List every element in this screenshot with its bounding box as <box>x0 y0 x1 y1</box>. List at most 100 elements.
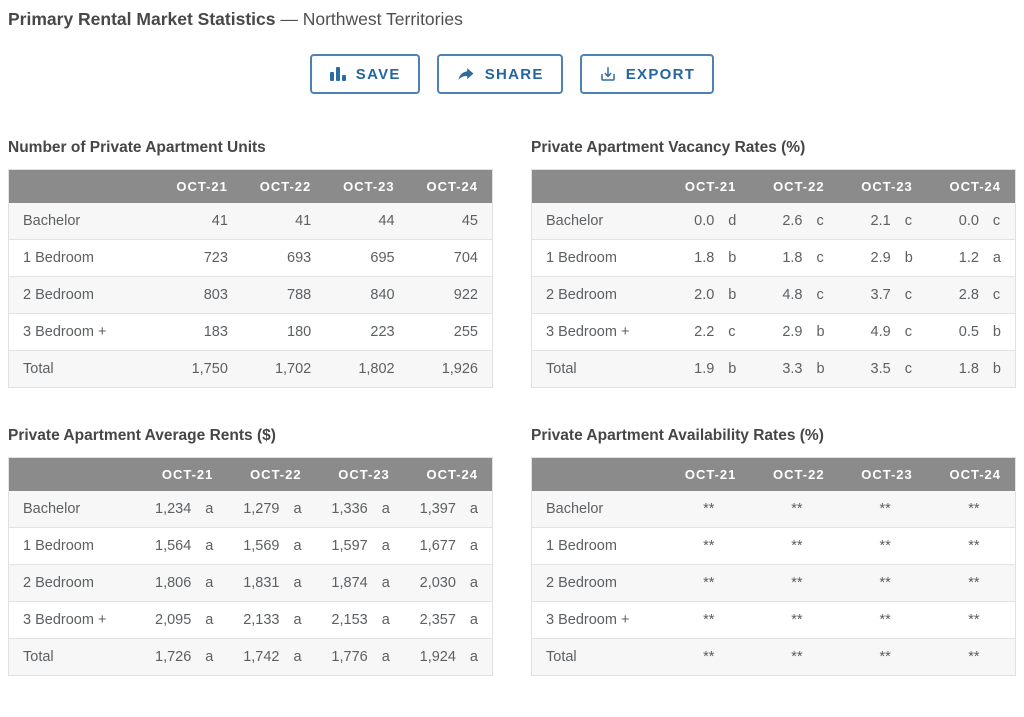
cell-value: 2,133 <box>243 612 280 628</box>
table-row: 2 Bedroom 803 788 840 922 <box>8 276 493 314</box>
table-row: 1 Bedroom 1.8 b 1.8 c 2.9 b 1.2 a <box>531 239 1016 277</box>
availability-table-section: Private Apartment Availability Rates (%)… <box>531 428 1016 676</box>
cell-value: 1.8 <box>958 361 979 377</box>
row-label: Bachelor <box>23 213 81 229</box>
cell-reliability-letter <box>905 528 927 565</box>
row-label: 2 Bedroom <box>546 287 617 303</box>
cell-value: 1.8 <box>782 250 803 266</box>
cell-value: ** <box>791 538 803 554</box>
rents-table-section: Private Apartment Average Rents ($) OCT-… <box>8 428 493 676</box>
cell-value: ** <box>968 501 980 517</box>
cell-value: 1,924 <box>419 649 456 665</box>
row-label: 1 Bedroom <box>23 250 94 266</box>
cell-reliability-letter: a <box>205 575 214 591</box>
cell-reliability-letter: d <box>728 213 737 229</box>
table-row: 1 Bedroom 723 693 695 704 <box>8 239 493 277</box>
save-button[interactable]: SAVE <box>309 54 420 94</box>
table-row: Total 1,726 a 1,742 a 1,776 a 1,924 a <box>8 638 493 676</box>
cell-reliability-letter <box>994 528 1016 565</box>
cell-value: 1,742 <box>243 649 280 665</box>
cell-value: 1,336 <box>331 501 368 517</box>
cell-reliability-letter <box>728 528 750 565</box>
table-row: Bachelor ** ** ** ** <box>531 491 1016 528</box>
cell-reliability-letter: b <box>992 324 1001 340</box>
cell-reliability-letter <box>905 602 927 639</box>
cell-value: ** <box>968 538 980 554</box>
cell-reliability-letter: c <box>816 287 824 303</box>
cell-value: 180 <box>287 324 312 340</box>
cell-value: 2.2 <box>694 324 715 340</box>
cell-reliability-letter: c <box>992 287 1001 303</box>
table-row: Total ** ** ** ** <box>531 638 1016 676</box>
cell-value: 803 <box>203 287 228 303</box>
cell-reliability-letter: b <box>728 287 737 303</box>
cell-value: ** <box>879 501 891 517</box>
cell-value: 1,564 <box>155 538 192 554</box>
table-row: 3 Bedroom + ** ** ** ** <box>531 601 1016 639</box>
cell-value: 1,569 <box>243 538 280 554</box>
cell-reliability-letter: a <box>205 538 214 554</box>
cell-value: 2.9 <box>782 324 803 340</box>
rents-table-title: Private Apartment Average Rents ($) <box>8 427 276 444</box>
column-header: OCT-23 <box>838 169 927 203</box>
export-button[interactable]: EXPORT <box>579 54 715 94</box>
column-header-blank <box>8 169 159 203</box>
cell-reliability-letter: c <box>992 213 1001 229</box>
cell-reliability-letter <box>994 602 1016 639</box>
cell-value: ** <box>968 612 980 628</box>
cell-value: 1,279 <box>243 501 280 517</box>
column-header: OCT-23 <box>325 169 409 203</box>
cell-value: 1,926 <box>441 361 478 377</box>
cell-value: 1,750 <box>191 361 228 377</box>
cell-value: 44 <box>378 213 395 229</box>
cell-reliability-letter: a <box>293 538 302 554</box>
table-row: Total 1,750 1,702 1,802 1,926 <box>8 350 493 388</box>
cell-value: ** <box>879 538 891 554</box>
cell-value: 693 <box>287 250 312 266</box>
cell-reliability-letter: a <box>469 612 478 628</box>
table-row: Bachelor 1,234 a 1,279 a 1,336 a 1,397 a <box>8 491 493 528</box>
cell-value: 704 <box>453 250 478 266</box>
share-button[interactable]: SHARE <box>436 54 563 94</box>
cell-value: 3.7 <box>870 287 891 303</box>
cell-reliability-letter: a <box>381 575 390 591</box>
row-label: 1 Bedroom <box>23 538 94 554</box>
row-label: Total <box>546 649 577 665</box>
cell-value: ** <box>791 501 803 517</box>
cell-reliability-letter <box>817 528 839 565</box>
table-row: 2 Bedroom 1,806 a 1,831 a 1,874 a 2,030 a <box>8 564 493 602</box>
export-button-label: EXPORT <box>625 65 696 83</box>
cell-reliability-letter <box>905 639 927 676</box>
cell-value: 1,776 <box>331 649 368 665</box>
cell-value: ** <box>968 649 980 665</box>
cell-value: 1,831 <box>243 575 280 591</box>
cell-reliability-letter <box>905 491 927 528</box>
cell-value: 2,095 <box>155 612 192 628</box>
cell-value: 2,357 <box>419 612 456 628</box>
row-label: 3 Bedroom + <box>546 324 630 340</box>
cell-value: ** <box>703 538 715 554</box>
page-title: Primary Rental Market Statistics — North… <box>8 8 1016 30</box>
cell-value: 840 <box>370 287 395 303</box>
row-label: 2 Bedroom <box>23 287 94 303</box>
cell-reliability-letter: c <box>904 287 912 303</box>
cell-reliability-letter: b <box>728 250 737 266</box>
availability-table-title: Private Apartment Availability Rates (%) <box>531 427 824 444</box>
table-header-row: OCT-21 OCT-22 OCT-23 OCT-24 <box>531 457 1016 491</box>
rents-table: OCT-21 OCT-22 OCT-23 OCT-24 Bachelor 1,234 a 1… <box>8 457 493 676</box>
page-title-main: Primary Rental Market Statistics <box>8 9 276 29</box>
cell-reliability-letter: a <box>469 501 478 517</box>
cell-reliability-letter <box>994 491 1016 528</box>
cell-reliability-letter <box>728 602 750 639</box>
cell-value: 2,153 <box>331 612 368 628</box>
cell-value: 1,677 <box>419 538 456 554</box>
cell-reliability-letter <box>728 565 750 602</box>
column-header: OCT-23 <box>838 457 927 491</box>
cell-value: 45 <box>461 213 478 229</box>
cell-value: 1,726 <box>155 649 192 665</box>
cell-value: 2.1 <box>870 213 891 229</box>
column-header: OCT-21 <box>662 169 751 203</box>
column-header-blank <box>8 457 140 491</box>
cell-reliability-letter: a <box>381 501 390 517</box>
cell-value: ** <box>968 575 980 591</box>
